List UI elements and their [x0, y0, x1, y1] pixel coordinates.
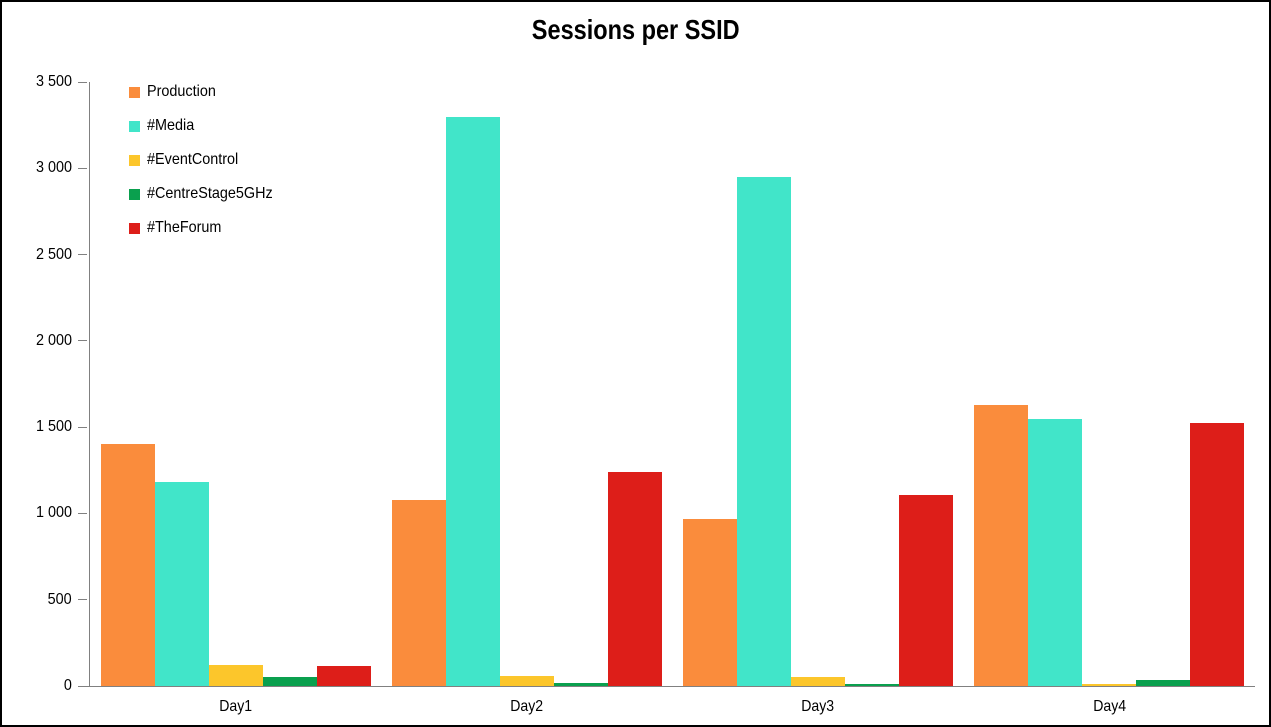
y-tick-label: 2 000	[35, 331, 72, 349]
bar-production-day4	[974, 404, 1029, 686]
x-axis-line	[78, 686, 1255, 687]
x-category-label-day4: Day4	[1092, 698, 1126, 715]
legend-item-centrestage5ghz: #CentreStage5GHz	[129, 184, 287, 204]
bar-centrestage5ghz-day2	[553, 683, 608, 686]
bar-production-day1	[100, 443, 155, 686]
bar-media-day4	[1028, 419, 1083, 686]
y-tick-label: 0	[63, 677, 72, 694]
bar-eventcontrol-day1	[208, 665, 263, 686]
legend-swatch-icon	[129, 222, 140, 234]
y-tick-mark	[78, 599, 87, 601]
bar-eventcontrol-day4	[1082, 684, 1137, 686]
bar-centrestage5ghz-day3	[845, 684, 900, 686]
legend-item-production: Production	[129, 82, 287, 102]
legend-label: #CentreStage5GHz	[147, 185, 273, 202]
chart-title: Sessions per SSID	[531, 14, 740, 45]
y-tick-mark	[78, 512, 87, 514]
bar-media-day3	[737, 176, 792, 686]
y-tick-label: 3 000	[35, 159, 72, 177]
bar-eventcontrol-day2	[499, 675, 554, 686]
legend-item-eventcontrol: #EventControl	[129, 150, 287, 170]
x-category-label-day1: Day1	[219, 698, 253, 715]
y-tick-label: 500	[47, 590, 72, 608]
y-tick-mark	[78, 254, 87, 256]
y-tick-label: 1 500	[35, 418, 72, 436]
x-category-label-day2: Day2	[510, 698, 544, 715]
y-tick-label: 2 500	[35, 245, 72, 263]
legend-item-media: #Media	[129, 116, 287, 136]
plot-area	[90, 82, 1255, 686]
y-tick-mark	[78, 685, 87, 687]
bar-theforum-day4	[1190, 422, 1245, 686]
bar-production-day2	[391, 499, 446, 686]
legend-swatch-icon	[129, 86, 140, 98]
bar-theforum-day2	[607, 472, 662, 686]
x-category-label-day3: Day3	[801, 698, 835, 715]
y-tick-label: 1 000	[35, 504, 72, 522]
bar-production-day3	[683, 519, 738, 686]
y-tick-mark	[78, 167, 87, 169]
y-tick-mark	[78, 340, 87, 342]
bar-media-day1	[154, 482, 209, 686]
y-tick-label: 3 500	[35, 73, 72, 90]
legend-swatch-icon	[129, 120, 140, 132]
legend-label: Production	[147, 83, 216, 100]
bar-media-day2	[445, 116, 500, 686]
legend-swatch-icon	[129, 188, 140, 200]
legend-swatch-icon	[129, 154, 140, 166]
y-tick-mark	[78, 81, 87, 83]
y-tick-mark	[78, 426, 87, 428]
bar-theforum-day3	[899, 495, 954, 686]
bar-eventcontrol-day3	[791, 677, 846, 686]
legend-item-theforum: #TheForum	[129, 218, 287, 238]
chart-title-row: Sessions per SSID	[2, 14, 1269, 46]
legend-label: #Media	[147, 117, 195, 134]
legend: Production #Media #EventControl #CentreStag…	[129, 82, 287, 252]
legend-label: #EventControl	[147, 151, 239, 168]
bar-centrestage5ghz-day1	[262, 676, 317, 686]
bar-theforum-day1	[316, 666, 371, 686]
bar-centrestage5ghz-day4	[1136, 679, 1191, 686]
y-axis-line	[89, 82, 90, 686]
legend-label: #TheForum	[147, 219, 222, 236]
